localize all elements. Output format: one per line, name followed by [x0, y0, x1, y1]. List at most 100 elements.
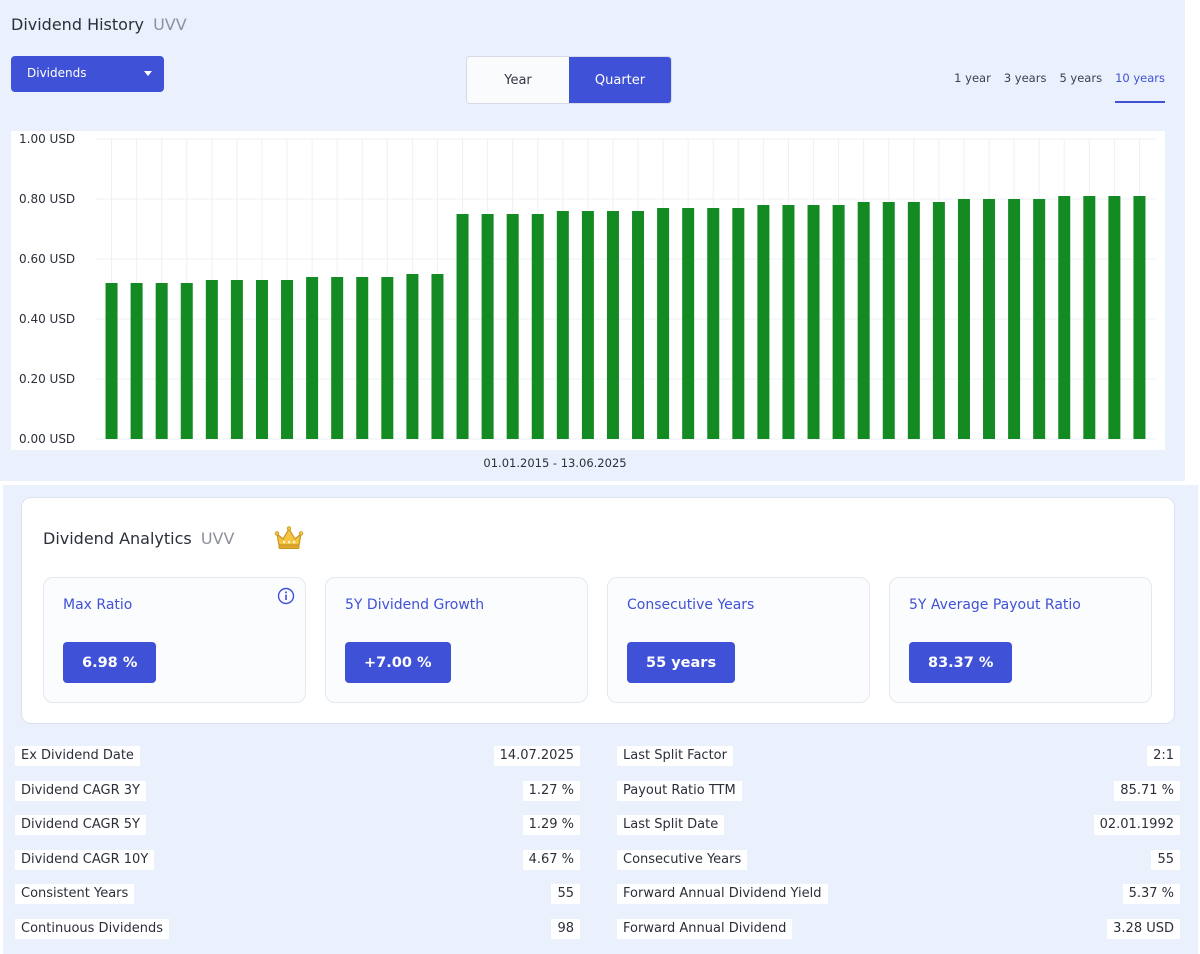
stat-row: Dividend CAGR 10Y 4.67 %: [15, 850, 580, 870]
dividend-bar[interactable]: [1108, 196, 1121, 439]
dividend-bar[interactable]: [155, 283, 168, 439]
dividend-bar[interactable]: [832, 205, 845, 439]
stat-row: Forward Annual Dividend Yield 5.37 %: [617, 884, 1180, 904]
dividend-bar[interactable]: [306, 277, 319, 439]
stat-label: Forward Annual Dividend: [617, 919, 793, 939]
dividend-bar[interactable]: [180, 283, 193, 439]
metric-card-5y-average-payout-ratio: 5Y Average Payout Ratio 83.37 %: [889, 577, 1152, 703]
metric-value: 83.37 %: [909, 642, 1013, 683]
stat-label: Last Split Date: [617, 815, 725, 835]
dividend-bar[interactable]: [657, 208, 670, 439]
analytics-title: Dividend Analytics UVV: [43, 529, 234, 548]
dividend-bar[interactable]: [1083, 196, 1096, 439]
stat-value: 1.27 %: [522, 781, 580, 801]
stat-label: Forward Annual Dividend Yield: [617, 884, 828, 904]
range-tab-10-years[interactable]: 10 years: [1115, 71, 1165, 103]
dividend-bar[interactable]: [632, 211, 645, 439]
stat-row: Consistent Years 55: [15, 884, 580, 904]
dividend-bar[interactable]: [857, 202, 870, 439]
stat-value: 4.67 %: [522, 850, 580, 870]
dividend-bar[interactable]: [105, 283, 118, 439]
stat-value: 1.29 %: [522, 815, 580, 835]
crown-icon: [274, 526, 304, 549]
dividend-bar[interactable]: [456, 214, 469, 439]
stat-row: Continuous Dividends 98: [15, 919, 580, 939]
dividend-bar[interactable]: [205, 280, 218, 439]
stat-row: Last Split Date 02.01.1992: [617, 815, 1180, 835]
stat-row: Consecutive Years 55: [617, 850, 1180, 870]
stat-value: 14.07.2025: [493, 746, 580, 766]
dividend-bar[interactable]: [531, 214, 544, 439]
dividend-bar[interactable]: [1058, 196, 1071, 439]
stat-value: 2:1: [1147, 746, 1180, 766]
stat-value: 98: [551, 919, 580, 939]
y-tick-label: 0.20 USD: [19, 372, 75, 386]
stat-value: 02.01.1992: [1093, 815, 1180, 835]
dividend-bar[interactable]: [882, 202, 895, 439]
dividend-bar[interactable]: [406, 274, 419, 439]
dividend-bar[interactable]: [807, 205, 820, 439]
dividend-bar[interactable]: [356, 277, 369, 439]
dividend-analytics-card: Dividend Analytics UVV Max Ratio 6.98 % …: [21, 497, 1175, 724]
metric-label: Max Ratio: [63, 597, 133, 613]
metric-dropdown[interactable]: Dividends: [11, 56, 164, 92]
dividend-bar[interactable]: [757, 205, 770, 439]
period-year-button[interactable]: Year: [467, 57, 569, 103]
stat-label: Last Split Factor: [617, 746, 733, 766]
dividend-bar[interactable]: [707, 208, 720, 439]
metric-card-consecutive-years: Consecutive Years 55 years: [607, 577, 870, 703]
dividend-bar[interactable]: [331, 277, 344, 439]
dividend-bar[interactable]: [932, 202, 945, 439]
dividend-bar[interactable]: [907, 202, 920, 439]
dividend-bar[interactable]: [255, 280, 268, 439]
history-ticker: UVV: [153, 15, 187, 34]
dividend-bar[interactable]: [983, 199, 996, 439]
dividend-bar-chart: 0.00 USD 0.20 USD 0.40 USD 0.60 USD 0.80 USD…: [19, 132, 1156, 446]
range-tab-3-years[interactable]: 3 years: [1003, 71, 1047, 85]
period-quarter-button[interactable]: Quarter: [569, 57, 671, 103]
metric-card-5y-dividend-growth: 5Y Dividend Growth +7.00 %: [325, 577, 588, 703]
dividend-bar[interactable]: [1033, 199, 1046, 439]
dividend-bar[interactable]: [1133, 196, 1146, 439]
dividend-bar[interactable]: [481, 214, 494, 439]
dividend-bar[interactable]: [281, 280, 294, 439]
stat-row: Payout Ratio TTM 85.71 %: [617, 781, 1180, 801]
dividend-bar[interactable]: [581, 211, 594, 439]
dividend-bar[interactable]: [556, 211, 569, 439]
metric-value: 55 years: [627, 642, 736, 683]
stat-label: Ex Dividend Date: [15, 746, 140, 766]
stat-row: Last Split Factor 2:1: [617, 746, 1180, 766]
dividend-analytics-section: Dividend Analytics UVV Max Ratio 6.98 % …: [3, 485, 1198, 954]
dividend-history-panel: Dividend History UVV Dividends Year Quar…: [0, 0, 1185, 481]
stat-label: Consecutive Years: [617, 850, 748, 870]
stat-label: Consistent Years: [15, 884, 135, 904]
chart-date-range: 01.01.2015 - 13.06.2025: [483, 456, 627, 470]
range-tabs: 1 year 3 years 5 years 10 years: [954, 71, 1165, 103]
stat-row: Dividend CAGR 3Y 1.27 %: [15, 781, 580, 801]
y-tick-label: 0.80 USD: [19, 192, 75, 206]
dividend-bar[interactable]: [130, 283, 143, 439]
dividend-bar[interactable]: [381, 277, 394, 439]
dividend-bar[interactable]: [506, 214, 519, 439]
range-tab-5-years[interactable]: 5 years: [1059, 71, 1103, 85]
dividend-bar[interactable]: [782, 205, 795, 439]
dividend-bar[interactable]: [1008, 199, 1021, 439]
y-tick-label: 0.00 USD: [19, 432, 75, 446]
dividend-bar[interactable]: [732, 208, 745, 439]
period-toggle: Year Quarter: [466, 56, 672, 104]
dividend-bar[interactable]: [682, 208, 695, 439]
dividend-chart: 0.00 USD 0.20 USD 0.40 USD 0.60 USD 0.80 USD…: [11, 131, 1165, 450]
y-tick-label: 0.40 USD: [19, 312, 75, 326]
stat-label: Dividend CAGR 10Y: [15, 850, 155, 870]
info-icon[interactable]: [277, 587, 295, 605]
dividend-bar[interactable]: [431, 274, 444, 439]
dividend-bar[interactable]: [957, 199, 970, 439]
stat-value: 55: [551, 884, 580, 904]
dividend-bar[interactable]: [230, 280, 243, 439]
stat-value: 3.28 USD: [1107, 919, 1180, 939]
dividend-bar[interactable]: [606, 211, 619, 439]
stat-label: Continuous Dividends: [15, 919, 169, 939]
history-title-text: Dividend History: [11, 15, 144, 34]
range-tab-1-year[interactable]: 1 year: [954, 71, 991, 85]
stat-row: Ex Dividend Date 14.07.2025: [15, 746, 580, 766]
